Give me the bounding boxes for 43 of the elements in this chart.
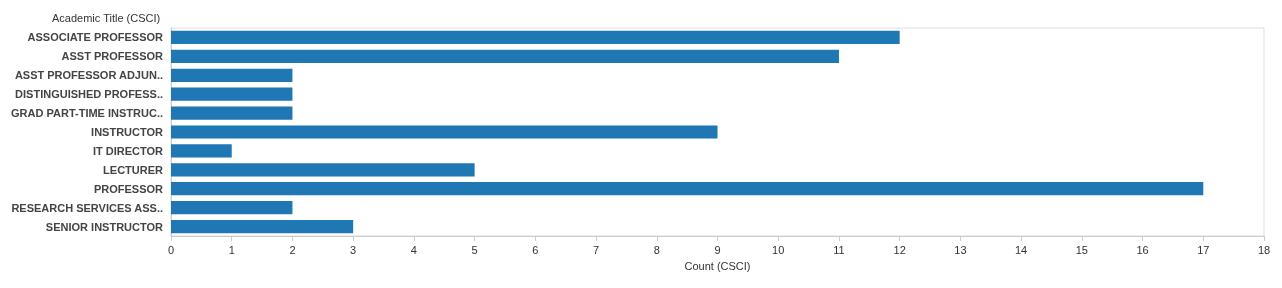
y-tick-label: RESEARCH SERVICES ASS.. bbox=[11, 201, 163, 214]
y-tick-label: PROFESSOR bbox=[93, 182, 164, 195]
bar bbox=[171, 219, 354, 234]
x-tick-label: 1 bbox=[228, 243, 235, 256]
x-tick-label: 14 bbox=[1014, 243, 1028, 256]
x-tick-label: 2 bbox=[289, 243, 296, 256]
x-tick-label: 16 bbox=[1136, 243, 1149, 256]
y-tick-label: LECTURER bbox=[103, 163, 164, 176]
bar bbox=[171, 163, 475, 177]
y-tick-label: IT DIRECTOR bbox=[92, 144, 164, 157]
bar bbox=[171, 49, 839, 63]
bar bbox=[171, 144, 232, 158]
bar bbox=[171, 182, 1204, 196]
x-tick-label: 11 bbox=[833, 243, 845, 256]
bar bbox=[171, 30, 900, 45]
x-axis-title: Count (CSCI) bbox=[684, 259, 751, 272]
y-axis-title: Academic Title (CSCI) bbox=[52, 11, 161, 24]
bar bbox=[171, 68, 293, 82]
x-tick-label: 17 bbox=[1197, 243, 1210, 256]
x-tick-label: 18 bbox=[1257, 243, 1271, 256]
x-tick-label: 7 bbox=[592, 243, 600, 256]
y-tick-label: INSTRUCTOR bbox=[91, 126, 164, 138]
x-tick-label: 8 bbox=[653, 243, 660, 256]
x-tick-label: 4 bbox=[410, 243, 417, 256]
x-tick-label: 5 bbox=[471, 243, 478, 256]
x-tick-label: 6 bbox=[532, 243, 539, 256]
y-tick-label: ASSOCIATE PROFESSOR bbox=[27, 31, 164, 44]
x-tick-label: 15 bbox=[1075, 243, 1088, 256]
x-tick-label: 10 bbox=[772, 243, 785, 256]
bar bbox=[171, 125, 718, 139]
y-tick-label: SENIOR INSTRUCTOR bbox=[45, 220, 164, 233]
y-tick-label: ASST PROFESSOR ADJUN.. bbox=[14, 69, 163, 82]
x-tick-label: 0 bbox=[167, 243, 175, 256]
y-tick-label: DISTINGUISHED PROFESS.. bbox=[15, 88, 163, 101]
x-tick-label: 12 bbox=[893, 243, 906, 256]
y-tick-label: ASST PROFESSOR bbox=[61, 50, 164, 63]
x-tick-label: 3 bbox=[350, 243, 357, 256]
x-tick-label: 9 bbox=[714, 243, 721, 256]
bar bbox=[171, 201, 293, 215]
bar bbox=[171, 106, 293, 120]
y-tick-label: GRAD PART-TIME INSTRUC.. bbox=[11, 107, 163, 120]
x-tick-label: 13 bbox=[954, 243, 967, 256]
bar bbox=[171, 87, 293, 101]
